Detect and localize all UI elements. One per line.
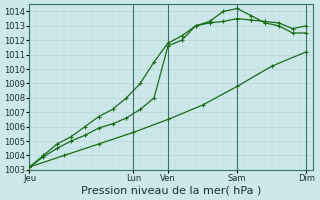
X-axis label: Pression niveau de la mer( hPa ): Pression niveau de la mer( hPa ) bbox=[81, 186, 262, 196]
